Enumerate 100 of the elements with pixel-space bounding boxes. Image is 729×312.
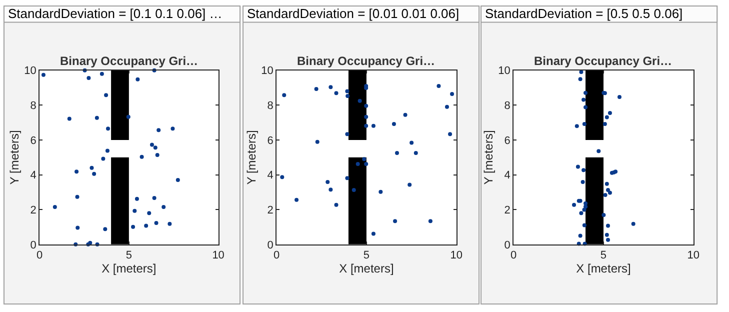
point [103, 227, 108, 232]
point [579, 211, 584, 216]
point [144, 224, 148, 228]
point [326, 180, 330, 184]
point [155, 152, 160, 157]
point [74, 170, 79, 174]
y-tick-label: 2 [504, 204, 510, 216]
y-tick-label: 6 [267, 134, 274, 147]
point [76, 226, 80, 230]
point [168, 222, 172, 226]
point [578, 234, 582, 238]
y-tick-label: 4 [30, 170, 36, 182]
point [604, 115, 609, 120]
point [444, 104, 449, 109]
point [132, 208, 137, 213]
point [574, 124, 579, 128]
point [280, 175, 284, 180]
point [345, 89, 350, 94]
point [596, 149, 601, 154]
point [428, 219, 432, 224]
y-tick-label: 10 [498, 65, 510, 78]
point [582, 223, 586, 228]
point [328, 188, 333, 192]
point [94, 116, 99, 120]
point [604, 182, 609, 186]
x-tick-label: 5 [363, 250, 370, 262]
point [584, 204, 588, 209]
point [582, 122, 586, 126]
point [150, 142, 154, 147]
point [578, 77, 582, 82]
y-tick-label: 6 [504, 134, 510, 147]
point [154, 221, 158, 226]
point [378, 190, 383, 194]
point [371, 232, 376, 236]
point [362, 157, 366, 162]
point [608, 190, 612, 195]
chart-subtitle: Binary Occupancy Gri… [297, 54, 436, 68]
point [345, 176, 350, 180]
y-tick-label: 8 [30, 100, 36, 112]
point [136, 77, 140, 82]
point [631, 222, 636, 226]
point [364, 162, 368, 166]
point [90, 166, 94, 170]
point [92, 172, 96, 176]
x-tick-label: 5 [600, 250, 607, 262]
point [162, 205, 166, 210]
y-tick-label: 8 [504, 100, 510, 112]
point [67, 116, 72, 121]
y-tick-label: 0 [504, 239, 510, 252]
point [364, 124, 368, 128]
point [358, 98, 362, 103]
point [152, 196, 156, 200]
x-axis-title: X [meters] [576, 262, 631, 276]
y-tick-label: 6 [30, 134, 36, 147]
point [604, 232, 609, 237]
point [294, 198, 299, 202]
point [584, 90, 588, 95]
point [176, 178, 180, 182]
point [602, 122, 607, 126]
point [603, 192, 608, 197]
point [356, 162, 360, 166]
point [140, 154, 144, 159]
point [282, 93, 286, 98]
y-tick-label: 8 [267, 100, 274, 112]
point [584, 105, 588, 110]
point [147, 211, 152, 216]
point [602, 213, 606, 218]
point [315, 140, 320, 144]
point [606, 224, 610, 228]
chart-subtitle: Binary Occupancy Gri… [60, 54, 198, 68]
y-tick-label: 4 [267, 170, 274, 182]
x-tick-label: 5 [126, 250, 132, 262]
y-tick-label: 0 [267, 239, 274, 252]
x-tick-label: 10 [450, 250, 462, 262]
chart-title: StandardDeviation = [0.5 0.5 0.06] [485, 6, 683, 21]
y-axis-title: Y [meters] [481, 130, 496, 185]
y-tick-label: 2 [30, 204, 36, 216]
y-tick-label: 10 [261, 65, 274, 78]
point [606, 188, 610, 192]
point [131, 224, 136, 229]
point [345, 132, 350, 136]
point [101, 156, 106, 161]
point [156, 128, 161, 132]
point [580, 180, 585, 184]
point [608, 111, 612, 116]
point [576, 164, 580, 169]
point [346, 94, 350, 98]
point [41, 72, 46, 77]
y-axis-title: Y [meters] [7, 130, 22, 185]
y-tick-label: 0 [30, 239, 36, 252]
x-axis-title: X [meters] [102, 262, 156, 276]
point [450, 92, 454, 96]
point [328, 85, 333, 90]
point [582, 98, 586, 102]
point [448, 132, 452, 136]
point [75, 194, 80, 199]
point [153, 146, 158, 150]
point [395, 151, 400, 156]
point [104, 93, 108, 98]
chart-title: StandardDeviation = [0.01 0.01 0.06] [247, 6, 460, 21]
